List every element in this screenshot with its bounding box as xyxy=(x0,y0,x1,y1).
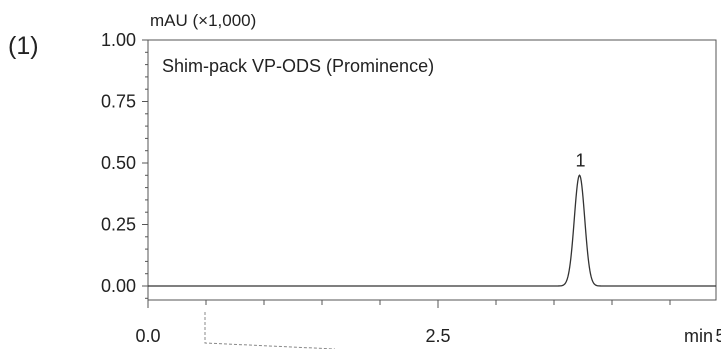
chart-title: Shim-pack VP-ODS (Prominence) xyxy=(162,56,434,76)
x-axis: 0.02.55.07.5 xyxy=(135,300,721,346)
y-axis: 0.00 0.25 0.50 0.75 1.00 xyxy=(101,30,148,299)
chromatogram-trace xyxy=(148,174,716,287)
y-tick-label: 0.75 xyxy=(101,92,136,112)
plot-frame xyxy=(147,39,717,301)
x-axis-label: min xyxy=(684,326,713,346)
panel-label: (1) xyxy=(8,32,39,60)
peak-label: 1 xyxy=(576,150,586,170)
x-tick-label: 5.0 xyxy=(715,326,721,346)
zoom-guide-line xyxy=(204,312,336,349)
y-tick-label: 1.00 xyxy=(101,30,136,50)
y-tick-label: 0.00 xyxy=(101,276,136,296)
peak-labels: 12 xyxy=(576,150,586,170)
y-tick-label: 0.50 xyxy=(101,153,136,173)
x-tick-label: 2.5 xyxy=(425,326,450,346)
x-tick-label: 0.0 xyxy=(135,326,160,346)
y-axis-unit-label: mAU (×1,000) xyxy=(150,11,256,30)
y-tick-label: 0.25 xyxy=(101,215,136,235)
